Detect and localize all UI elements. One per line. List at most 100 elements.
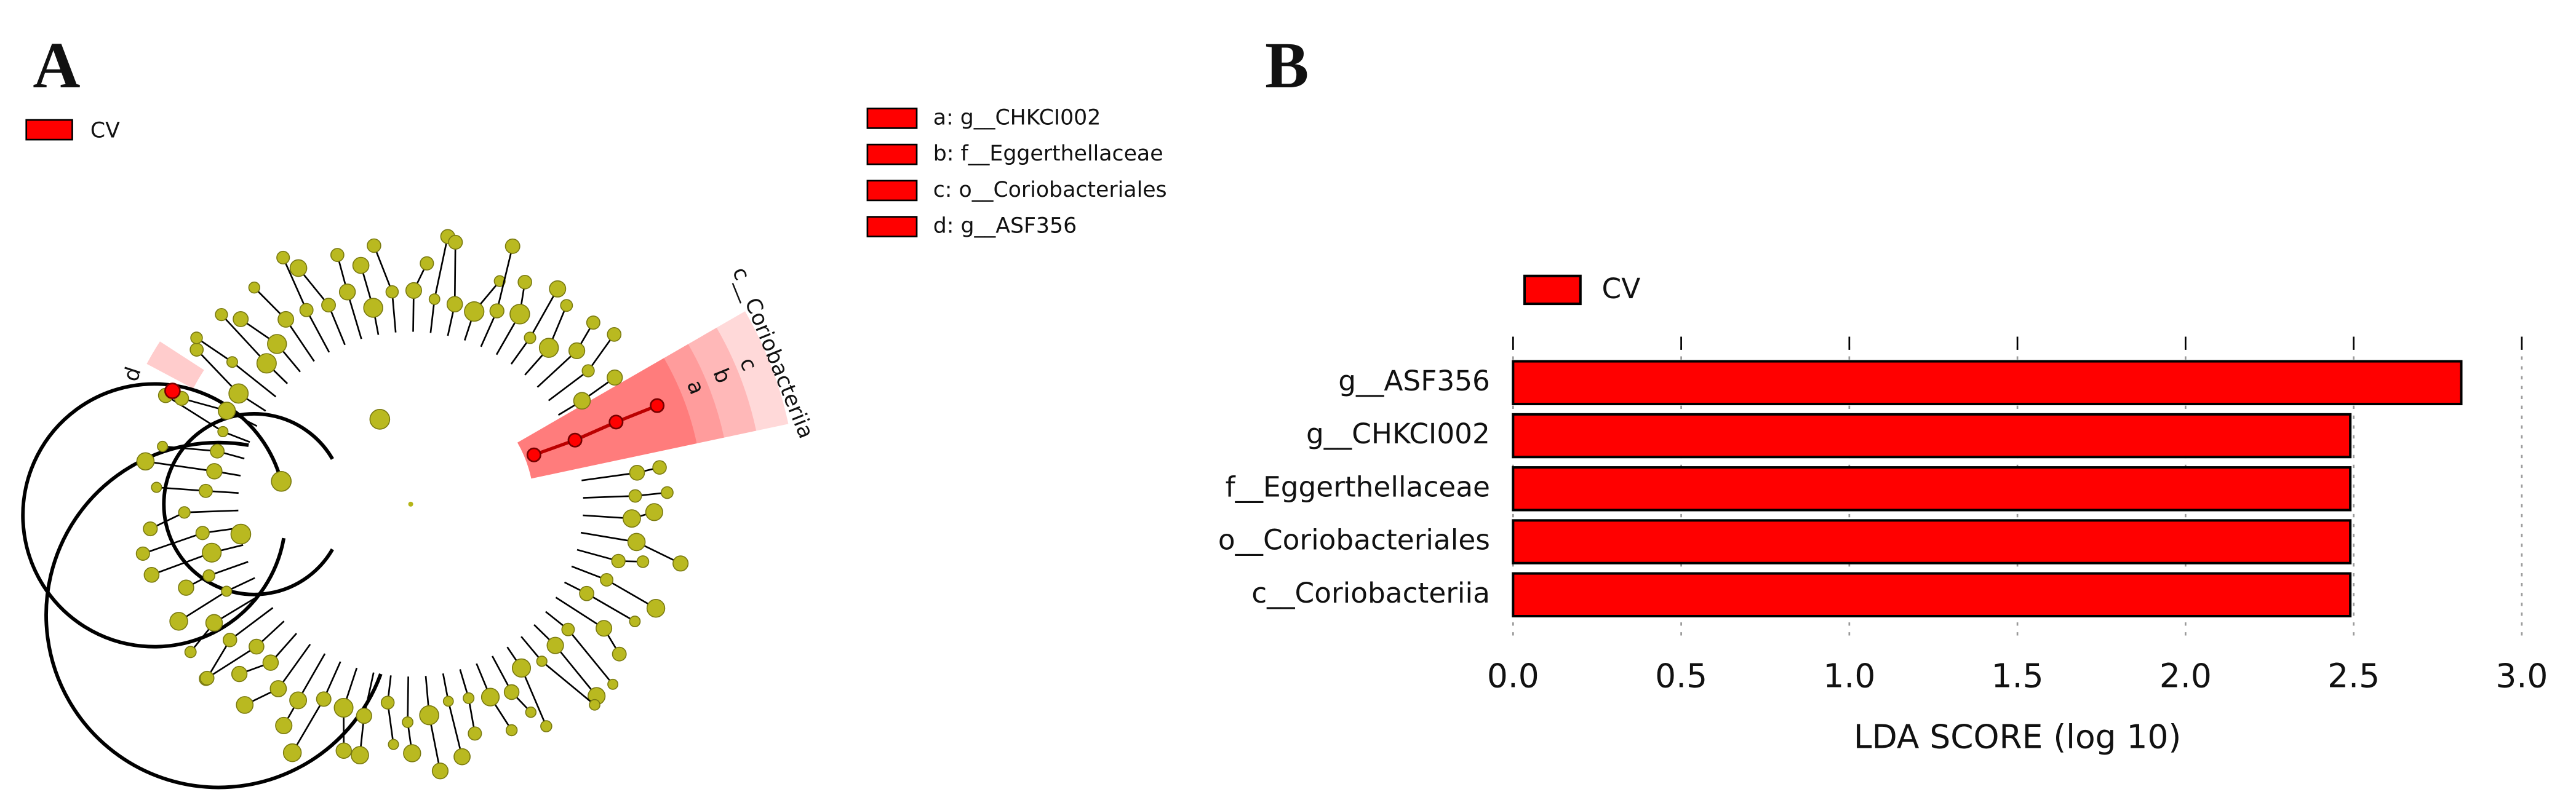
branch — [205, 646, 257, 679]
clade-branch — [533, 404, 658, 457]
node — [419, 705, 439, 726]
bar — [1512, 413, 2352, 459]
branch — [305, 309, 330, 353]
node — [230, 523, 252, 545]
node — [446, 296, 463, 312]
node — [169, 612, 188, 631]
branch — [184, 509, 239, 513]
node — [431, 762, 449, 780]
node — [504, 238, 520, 254]
x-tick-label: 1.0 — [1823, 657, 1875, 695]
y-tick-label: o__Coriobacteriales — [1218, 524, 1490, 556]
node — [420, 256, 434, 271]
node — [403, 744, 421, 762]
node — [509, 304, 530, 325]
branch — [391, 291, 397, 333]
node — [210, 443, 225, 459]
branch — [178, 590, 227, 622]
node — [405, 282, 422, 299]
node — [612, 646, 627, 662]
node — [568, 342, 586, 360]
node — [489, 303, 504, 319]
clade-highlight — [517, 358, 697, 479]
legend-label: CV — [90, 119, 120, 143]
node — [611, 553, 626, 569]
x-tick-label: 1.5 — [1992, 657, 2044, 695]
node — [184, 646, 197, 659]
branch — [433, 236, 449, 299]
ring — [44, 440, 383, 790]
branch — [165, 394, 224, 433]
key-label: a: g__CHKCI002 — [933, 105, 1101, 130]
key-swatch — [866, 108, 918, 129]
x-tick-label: 0.5 — [1655, 657, 1707, 695]
key-label: b: f__Eggerthellaceae — [933, 141, 1163, 166]
key-swatch — [866, 180, 918, 202]
node — [589, 699, 600, 711]
node — [517, 275, 532, 290]
clade-node — [567, 432, 583, 448]
node — [549, 280, 567, 298]
node — [579, 585, 594, 601]
branch — [229, 607, 274, 641]
clade-node — [650, 398, 665, 413]
node — [627, 533, 646, 552]
node — [388, 739, 399, 750]
node — [672, 555, 689, 572]
node — [330, 248, 345, 263]
node — [385, 285, 399, 299]
clade-node — [164, 382, 181, 399]
node — [228, 383, 249, 404]
node — [202, 542, 222, 563]
node — [560, 299, 573, 312]
branch — [581, 472, 637, 481]
node — [199, 670, 215, 686]
node — [157, 440, 169, 452]
branch — [580, 531, 637, 543]
branch — [206, 640, 231, 679]
branch — [291, 699, 325, 753]
node — [189, 343, 204, 357]
x-axis-label: LDA SCORE (log 10) — [1854, 717, 2181, 756]
y-tick-label: g__ASF356 — [1338, 365, 1490, 397]
node — [402, 716, 414, 728]
branch — [196, 349, 239, 394]
branch — [196, 337, 233, 363]
branch — [162, 445, 218, 453]
node — [271, 470, 292, 492]
node — [236, 696, 254, 714]
node — [136, 452, 155, 471]
node — [135, 546, 150, 561]
node — [367, 238, 381, 253]
key-label: d: g__ASF356 — [933, 214, 1077, 239]
branch — [373, 245, 393, 293]
node — [335, 742, 352, 759]
node — [607, 327, 622, 342]
branch — [386, 702, 394, 745]
node — [198, 483, 213, 498]
branch — [496, 246, 514, 311]
node — [231, 665, 248, 683]
branch — [156, 486, 206, 492]
branch — [586, 593, 636, 622]
node — [248, 281, 261, 294]
panel-label: B — [1265, 30, 1309, 102]
node — [217, 402, 236, 420]
branch — [583, 495, 636, 499]
clade-highlight — [517, 344, 724, 479]
root — [408, 501, 413, 507]
branch — [447, 701, 463, 757]
node — [217, 426, 229, 437]
node — [540, 720, 552, 732]
bar — [1512, 360, 2463, 406]
branch — [554, 644, 597, 697]
x-tick-label: 2.5 — [2327, 657, 2380, 695]
node — [178, 579, 194, 596]
node — [607, 369, 623, 386]
node — [363, 298, 383, 318]
node — [282, 743, 302, 762]
node — [596, 620, 613, 637]
branch — [529, 288, 559, 339]
bar — [1512, 572, 2352, 618]
